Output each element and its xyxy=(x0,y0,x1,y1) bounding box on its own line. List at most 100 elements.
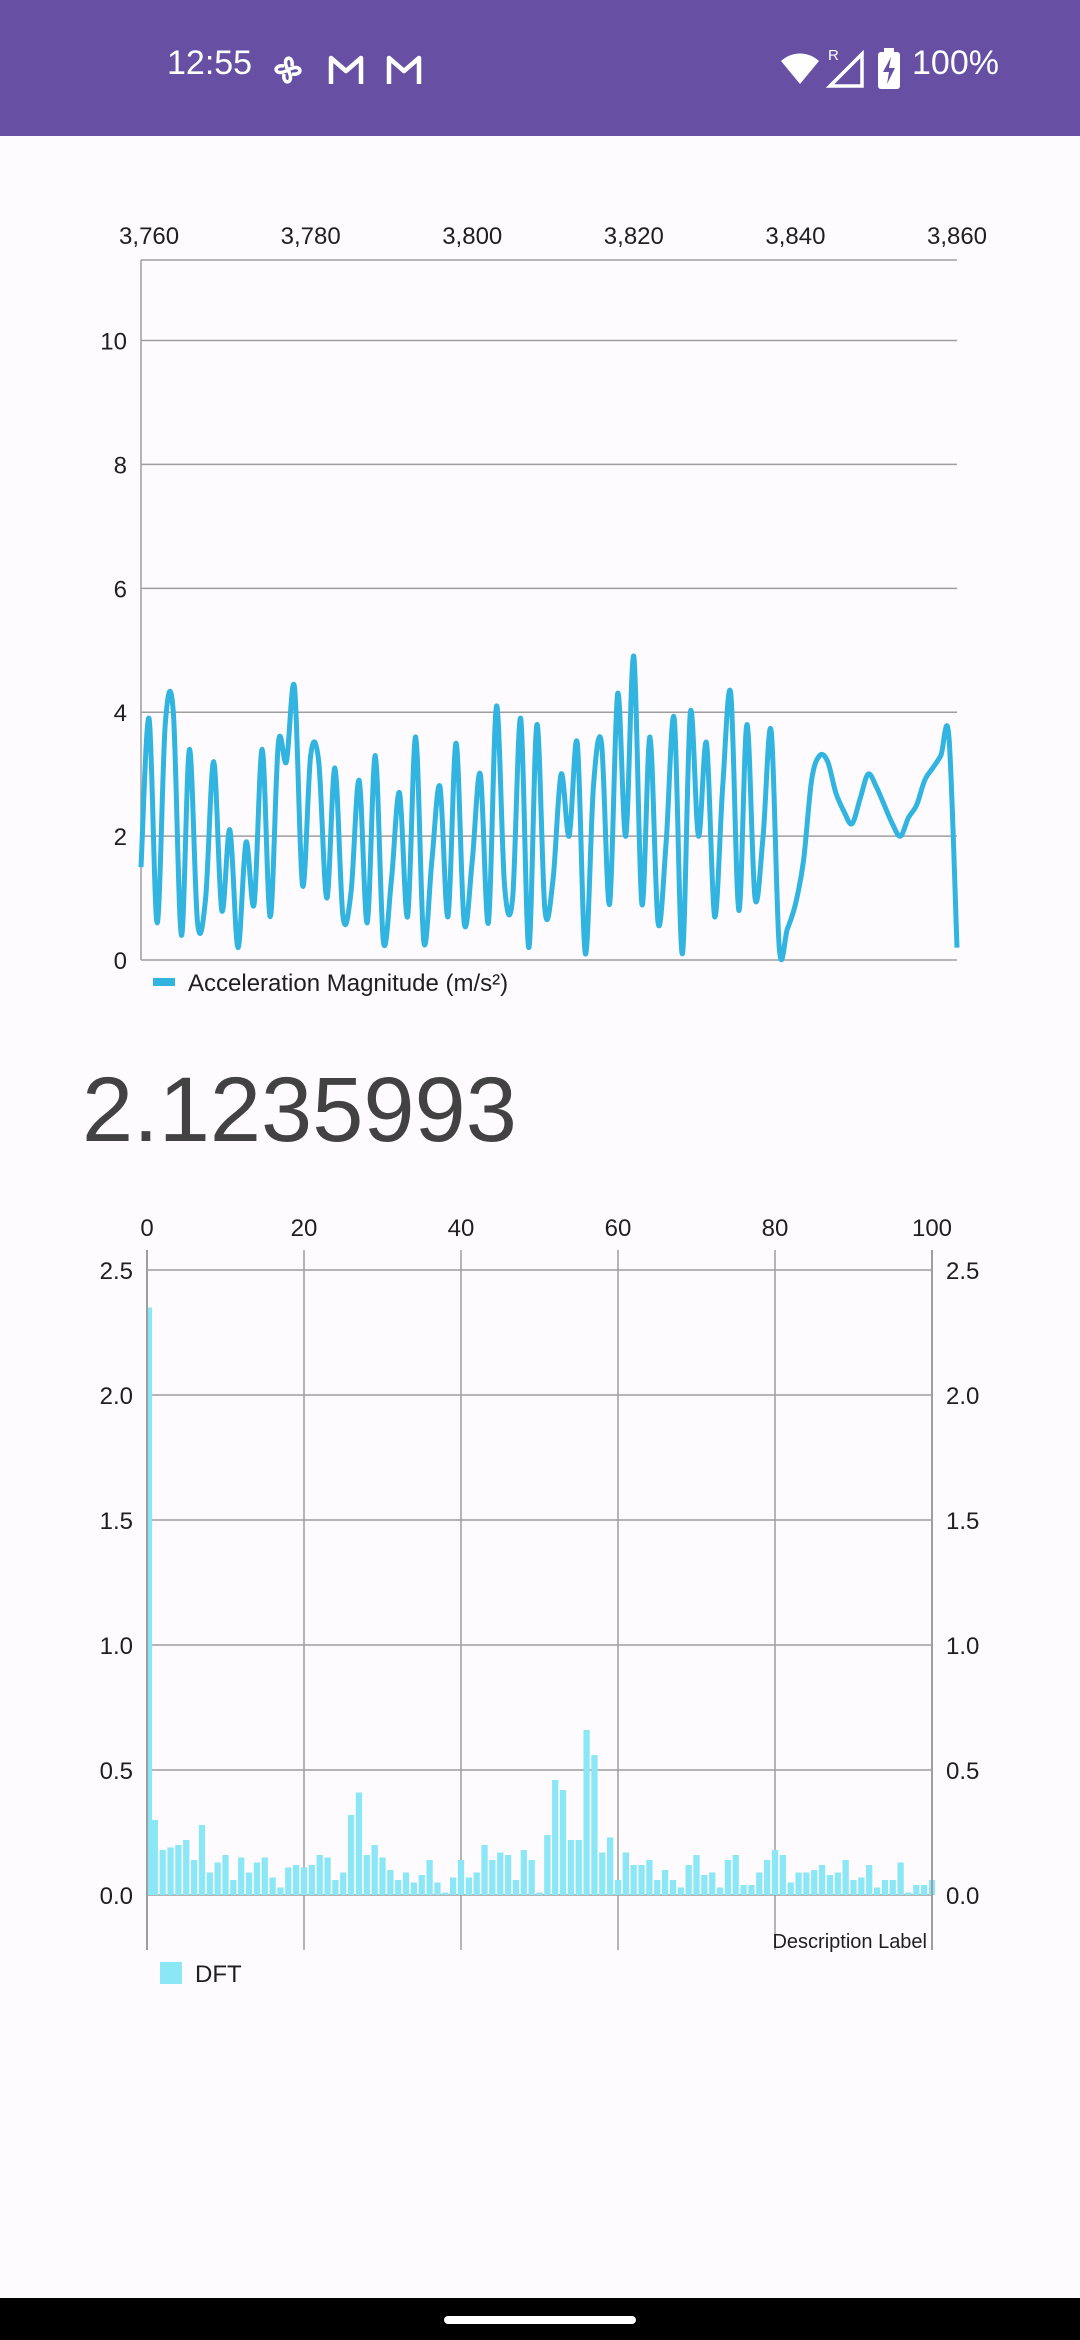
x-tick-label: 3,760 xyxy=(119,223,179,250)
dft-bar xyxy=(347,1815,355,1895)
dft-bar xyxy=(818,1865,826,1895)
home-gesture-handle[interactable] xyxy=(444,2316,636,2324)
acceleration-line-chart[interactable]: 3,760 3,780 3,800 3,820 3,840 3,860 0 2 4 6 8 10 A… xyxy=(0,136,1080,1016)
wifi-icon xyxy=(781,53,819,84)
dft-bar xyxy=(175,1845,182,1895)
svg-text:R: R xyxy=(828,47,839,64)
dft-bar xyxy=(748,1885,755,1895)
dft-bar xyxy=(363,1855,370,1895)
y-tick-label: 10 xyxy=(100,329,127,356)
navigation-bar xyxy=(0,2298,1080,2340)
dft-bar xyxy=(567,1840,575,1895)
gmail-icon xyxy=(386,55,422,84)
x-tick-label: 40 xyxy=(448,1215,475,1242)
y-tick-label: 6 xyxy=(114,576,127,603)
dft-bar xyxy=(685,1865,692,1895)
dft-bar xyxy=(395,1880,402,1895)
dft-bar xyxy=(489,1860,496,1895)
dft-bar xyxy=(355,1792,363,1895)
dft-bar xyxy=(544,1835,551,1895)
dft-bar xyxy=(450,1877,457,1895)
dft-bar xyxy=(630,1865,637,1895)
dft-bar xyxy=(402,1872,410,1895)
x-tick-label: 3,820 xyxy=(604,223,664,250)
y-tick-label-right: 0.5 xyxy=(946,1758,979,1785)
y-tick-label-right: 1.5 xyxy=(946,1508,979,1535)
dft-bar xyxy=(756,1872,763,1895)
x-tick-label: 100 xyxy=(912,1215,952,1242)
dft-bar xyxy=(147,1307,153,1895)
x-tick-label: 80 xyxy=(762,1215,789,1242)
status-bar: 12:55 R 100% xyxy=(0,0,1080,136)
y-tick-label: 8 xyxy=(114,452,127,479)
dft-bar xyxy=(921,1885,928,1895)
dft-bar xyxy=(497,1852,504,1895)
dft-bar xyxy=(536,1892,543,1895)
dft-bar xyxy=(159,1850,166,1895)
description-label: Description Label xyxy=(772,1931,927,1953)
x-tick-label: 60 xyxy=(605,1215,632,1242)
dft-bar-chart[interactable]: 0 20 40 60 80 100 0.0 0.5 1.0 1.5 2.0 2.5 0.0 0.5 1.… xyxy=(0,1180,1080,2020)
y-tick-label: 2 xyxy=(114,824,127,851)
dft-bar xyxy=(638,1865,645,1895)
dft-bar xyxy=(426,1860,433,1895)
dft-bar xyxy=(897,1862,904,1895)
dft-bar xyxy=(771,1850,779,1895)
dft-bar xyxy=(332,1880,339,1895)
y-tick-label-left: 1.5 xyxy=(100,1508,133,1535)
legend-swatch-dft xyxy=(160,1962,182,1984)
dft-bar xyxy=(504,1855,512,1895)
dft-bar xyxy=(873,1887,881,1895)
dft-bar xyxy=(457,1860,465,1895)
x-tick-label: 3,780 xyxy=(281,223,341,250)
y-tick-label-left: 2.0 xyxy=(100,1383,133,1410)
dft-bar xyxy=(913,1885,920,1895)
status-time: 12:55 xyxy=(167,44,253,82)
dft-bar xyxy=(183,1840,190,1895)
dft-bar xyxy=(850,1880,857,1895)
dft-bar xyxy=(293,1865,300,1895)
pinwheel-icon xyxy=(274,56,302,84)
dft-bar xyxy=(677,1887,684,1895)
y-tick-label-right: 0.0 xyxy=(946,1883,979,1910)
dft-bar xyxy=(285,1867,292,1895)
dft-bar xyxy=(583,1730,590,1895)
x-tick-label: 0 xyxy=(140,1215,153,1242)
dft-bar xyxy=(198,1825,206,1895)
dft-bar xyxy=(866,1865,873,1895)
dft-bar xyxy=(559,1790,567,1895)
dft-bar xyxy=(308,1865,315,1895)
battery-charging-icon xyxy=(878,48,900,89)
dft-bar xyxy=(379,1857,386,1895)
dft-bar xyxy=(842,1860,849,1895)
dft-bar xyxy=(905,1892,912,1895)
dft-bar xyxy=(300,1867,308,1895)
y-tick-label: 4 xyxy=(114,700,127,727)
legend-label-dft: DFT xyxy=(195,1961,242,1988)
dft-bar xyxy=(528,1860,535,1895)
dft-bar xyxy=(795,1872,802,1895)
dft-bar xyxy=(206,1872,213,1895)
dft-bar xyxy=(465,1877,472,1895)
dft-bar xyxy=(167,1847,174,1895)
dft-bar xyxy=(253,1862,261,1895)
dft-bar xyxy=(787,1882,794,1895)
dft-bar xyxy=(277,1887,284,1895)
signal-roaming-icon: R xyxy=(826,47,864,88)
dft-bar xyxy=(661,1870,669,1895)
battery-percentage: 100% xyxy=(912,44,999,82)
dft-bar xyxy=(740,1885,747,1895)
dft-bar xyxy=(261,1857,268,1895)
legend-swatch-acceleration xyxy=(153,978,175,986)
dft-bar xyxy=(387,1870,394,1895)
dft-bar xyxy=(669,1880,677,1895)
dft-bar xyxy=(371,1845,378,1895)
dft-bar xyxy=(716,1887,724,1895)
dft-bar xyxy=(222,1855,229,1895)
dft-bar xyxy=(434,1882,441,1895)
dft-bar xyxy=(410,1882,418,1895)
current-magnitude-readout: 2.1235993 xyxy=(82,1059,517,1161)
series-line-acceleration xyxy=(138,653,960,963)
gmail-icon xyxy=(328,55,364,84)
dft-bar xyxy=(481,1845,488,1895)
